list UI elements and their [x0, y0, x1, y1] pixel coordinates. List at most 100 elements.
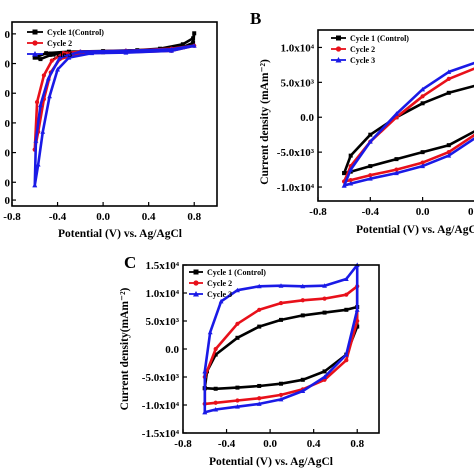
y-tick-label: 5.0x10³ — [145, 316, 179, 328]
panel-b-series-1-point — [446, 143, 451, 148]
panel-c-series-1-point — [257, 324, 262, 329]
panel-c-series-1-point — [322, 310, 327, 315]
legend-c-marker-1 — [193, 269, 199, 275]
panel-c-series-3-point — [218, 298, 224, 304]
panel-a-series-3-point — [66, 55, 72, 60]
panel-c-series-3-point — [202, 368, 208, 374]
panel-b-x-ticks: -0.8 -0.4 0.0 0.4 — [309, 197, 474, 218]
panel-b-legend: Cycle 1 (Control) Cycle 2 Cycle 3 — [331, 34, 409, 65]
panel-b-letter: B — [250, 9, 261, 28]
panel-c-series-1-point — [279, 381, 283, 386]
legend-c-label-2: Cycle 2 — [207, 279, 232, 288]
panel-a-series-3-point — [38, 102, 43, 108]
legend-a-marker-2 — [32, 40, 38, 46]
panel-c-series-2-point — [257, 307, 262, 312]
legend-b-label-3: Cycle 3 — [350, 56, 375, 65]
panel-c-legend: Cycle 1 (Control) Cycle 2 Cycle 3 — [189, 268, 266, 299]
x-tick-label: 0.0 — [96, 211, 110, 223]
panel-a-series-3-point — [191, 43, 197, 48]
panel-a-curves — [32, 31, 197, 188]
panel-c-series-2-point — [344, 358, 349, 363]
panel-c-series-1-point — [235, 385, 240, 390]
panel-c-x-axis-title: Potential (V) vs. Ag/AgCl — [209, 456, 333, 468]
panel-c-series-1-point — [213, 386, 218, 391]
panel-c-series-1-point — [300, 313, 305, 318]
panel-b-series-3-point — [394, 170, 399, 176]
panel-b-series-2 — [343, 67, 474, 183]
panel-b: B -0.8 -0.4 0.0 0.4 1.0x10⁴ 5.0x10³ 0.0 -5.0x1… — [250, 9, 474, 236]
panel-c-y-ticks: 1.5x10⁴ 1.0x10⁴ 5.0x10³ 0.0 -5.0x10³ -1.0x10⁴… — [142, 260, 187, 440]
panel-a-y-ticks: 0 0 0 0 0 0 0 — [5, 29, 16, 207]
panel-a-series-3-point — [33, 138, 39, 143]
panel-c-series-3-point — [256, 283, 262, 289]
x-tick-label: 0.0 — [416, 206, 430, 218]
panel-a-series-2-point — [34, 100, 40, 105]
panel-a-x-axis-title: Potential (V) vs. Ag/AgCl — [58, 228, 182, 240]
panel-c-series-1-point — [257, 383, 262, 388]
x-tick-label: -0.4 — [362, 206, 380, 218]
panel-c-series-1-point — [322, 369, 327, 374]
panel-c-series-3-point — [235, 404, 240, 409]
panel-b-series-1-point — [342, 171, 347, 176]
x-tick-label: 0.0 — [263, 438, 277, 450]
panel-c-series-2-point — [355, 318, 360, 324]
panel-b-series-1 — [342, 84, 474, 175]
panel-b-series-2-point — [394, 167, 399, 172]
panel-c-series-3-point — [256, 401, 262, 406]
panel-c-curves — [202, 262, 360, 415]
panel-b-frame — [317, 29, 474, 202]
panel-c-series-3-point — [300, 388, 306, 393]
panel-b-series-2-point — [368, 173, 373, 178]
panel-a-series-1-point — [44, 51, 49, 56]
panel-a-series-3-point — [169, 48, 174, 53]
panel-c-series-1-point — [344, 307, 349, 312]
legend-a-label-3: Cycle 3 — [47, 50, 72, 59]
legend-a-label-2: Cycle 2 — [47, 39, 72, 48]
panel-c-series-2-point — [322, 296, 327, 301]
y-tick-label: 0 — [5, 148, 11, 160]
y-tick-label: 0 — [5, 59, 11, 71]
panel-a-series-2-point — [49, 58, 54, 63]
panel-c-series-2-point — [213, 400, 218, 405]
panel-c-series-2-point — [278, 392, 284, 398]
panel-a-series-1-point — [191, 40, 196, 45]
panel-c-series-1-point — [279, 317, 283, 322]
panel-b-series-3-point — [348, 181, 354, 186]
panel-a-series-3-point — [77, 49, 83, 54]
panel-a-series-3-point — [46, 75, 51, 81]
panel-b-series-3-point — [348, 167, 354, 172]
panel-c-series-3-point — [343, 276, 349, 281]
panel-c-series-2-point — [235, 398, 240, 403]
panel-a-series-1-point — [191, 36, 196, 41]
panel-c-letter: C — [124, 253, 136, 272]
y-tick-label: 0.0 — [300, 112, 314, 124]
panel-a-frame — [11, 21, 218, 207]
panel-a-series-3-point — [47, 93, 52, 99]
legend-c-marker-2 — [193, 280, 199, 286]
legend-b-marker-2 — [335, 46, 342, 52]
panel-a-series-3-point — [89, 50, 95, 56]
panel-c-series-3-point — [343, 352, 349, 357]
panel-a: -0.8 -0.4 0.0 0.4 0.8 0 0 0 0 0 0 0 Potential (V) … — [3, 21, 218, 240]
panel-c-series-1-point — [213, 352, 218, 357]
panel-b-series-2-point — [446, 150, 451, 155]
panel-a-series-1-point — [192, 31, 197, 36]
panel-c-series-2-point — [278, 300, 284, 306]
panel-b-y-ticks: 1.0x10⁴ 5.0x10³ 0.0 -5.0x10³ -1.0x10⁴ — [277, 42, 322, 194]
panel-a-series-1-point — [38, 57, 43, 62]
panel-a-series-2-point — [41, 73, 46, 78]
panel-b-series-1-point — [394, 157, 399, 162]
panel-c-series-1-point — [235, 335, 240, 340]
legend-c-label-3: Cycle 3 — [207, 290, 232, 299]
panel-c-series-3-point — [202, 409, 208, 415]
panel-b-series-1-point — [348, 153, 353, 158]
panel-c-series-3-point — [278, 396, 284, 402]
panel-c-y-axis-title: Current density(mAm⁻²) — [119, 287, 131, 410]
panel-b-series-1-point — [446, 90, 451, 95]
y-tick-label: 0 — [5, 29, 11, 41]
y-tick-label: 1.0x10⁴ — [145, 288, 179, 300]
panel-c-series-3-point — [213, 406, 219, 412]
panel-a-series-2-point — [61, 51, 66, 56]
panel-b-series-2-point — [348, 177, 353, 183]
x-tick-label: -0.8 — [309, 206, 327, 218]
